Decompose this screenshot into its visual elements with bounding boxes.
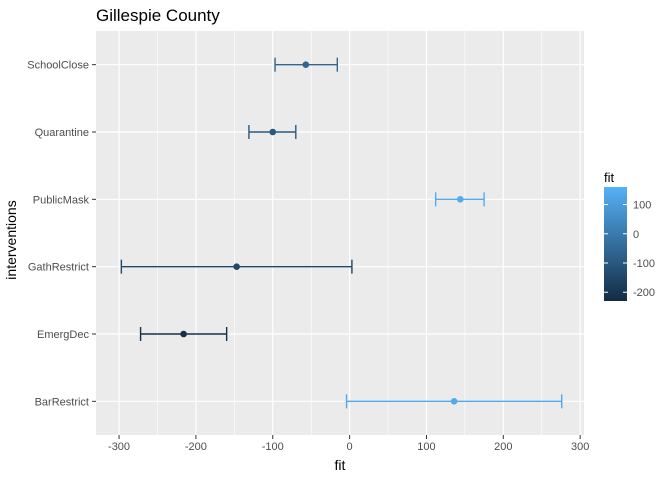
plot-panel: [96, 31, 584, 435]
y-tick-label: Quarantine: [35, 127, 89, 139]
y-axis-title: interventions: [3, 200, 19, 279]
y-tick-label: EmergDec: [37, 329, 89, 341]
x-tick-label: 300: [571, 441, 589, 453]
data-point: [180, 330, 187, 338]
y-tick-labels: SchoolClose Quarantine PublicMask GathRestr…: [27, 60, 96, 408]
legend-tick-label: 0: [633, 229, 639, 241]
legend: fit 100 0 -100 -200: [604, 170, 655, 301]
y-tick-label: BarRestrict: [35, 396, 89, 408]
x-tick-label: -100: [262, 441, 284, 453]
data-point: [450, 398, 458, 405]
x-axis-title: fit: [335, 457, 346, 473]
x-tick-labels: -300 -200 -100 0 100 200 300: [108, 435, 589, 453]
y-tick-label: GathRestrict: [28, 262, 89, 274]
x-tick-label: -300: [108, 441, 130, 453]
data-point: [269, 128, 277, 136]
legend-title: fit: [604, 170, 615, 185]
legend-tick-label: 100: [633, 200, 651, 212]
legend-tick-label: -100: [633, 258, 655, 270]
legend-colorbar: [604, 187, 627, 301]
x-tick-label: -200: [185, 441, 207, 453]
y-tick-label: SchoolClose: [27, 60, 89, 72]
x-tick-label: 100: [417, 441, 435, 453]
x-tick-label: 200: [494, 441, 512, 453]
legend-tick-label: -200: [633, 287, 655, 299]
legend-ticks: 100 0 -100 -200: [604, 200, 655, 299]
data-point: [456, 196, 464, 203]
y-tick-label: PublicMask: [33, 194, 90, 206]
data-point: [233, 263, 240, 270]
x-tick-label: 0: [347, 441, 353, 453]
grid-minor: [157, 31, 543, 435]
data-point: [302, 61, 310, 68]
chart-title: Gillespie County: [96, 6, 220, 25]
data-marks: [120, 57, 563, 409]
